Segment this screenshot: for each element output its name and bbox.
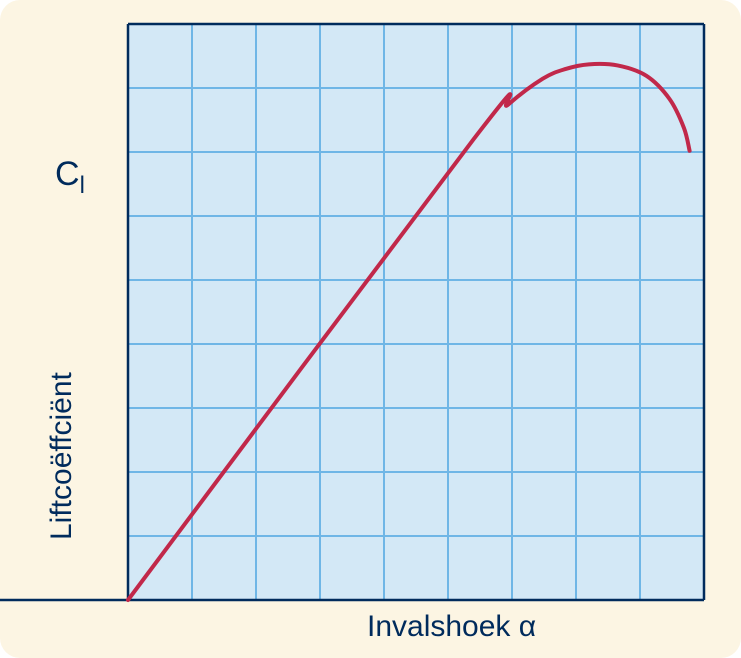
lift-curve-chart — [0, 0, 741, 658]
y-axis-label-symbol: Cl — [55, 155, 85, 200]
y-axis-label-rotated: Liftcoëffciënt — [45, 372, 79, 540]
x-axis-label: Invalshoek α — [367, 610, 536, 644]
y-axis-symbol-sub: l — [80, 172, 85, 199]
lift-curve-figure: Liftcoëffciënt Cl Invalshoek α — [0, 0, 741, 658]
y-axis-symbol-main: C — [55, 155, 80, 193]
